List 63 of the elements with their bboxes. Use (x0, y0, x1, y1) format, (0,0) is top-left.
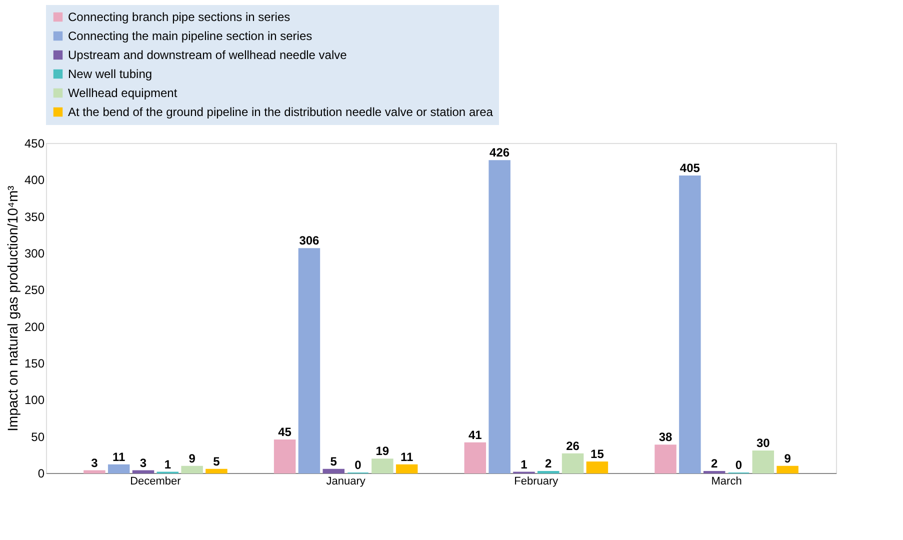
bar (396, 464, 418, 474)
data-label: 45 (278, 425, 292, 439)
data-label: 426 (490, 146, 510, 160)
x-tick-label: December (130, 476, 182, 488)
legend-label: New well tubing (68, 67, 152, 81)
y-tick-label: 200 (24, 320, 45, 334)
data-label: 9 (784, 451, 792, 466)
y-tick-label: 450 (24, 136, 45, 150)
legend-label: Wellhead equipment (68, 86, 178, 100)
bar (108, 464, 130, 474)
bar (206, 468, 228, 474)
data-label: 3 (140, 456, 147, 470)
data-label: 306 (299, 234, 320, 248)
y-axis-title: Impact on natural gas production/10⁴m³ (4, 185, 20, 432)
y-tick-label: 100 (24, 393, 45, 408)
data-label: 0 (354, 458, 362, 472)
legend-label: Upstream and downstream of wellhead needle valve (68, 48, 348, 62)
data-label: 2 (545, 456, 552, 471)
y-tick-label: 50 (31, 430, 45, 444)
bar (372, 458, 394, 474)
y-tick-label: 350 (24, 210, 45, 224)
bar (654, 444, 676, 474)
x-tick-label: March (711, 476, 742, 488)
data-label: 1 (164, 457, 172, 472)
data-label: 5 (213, 454, 220, 468)
y-tick-label: 250 (24, 283, 45, 298)
bar (132, 470, 154, 474)
bar (181, 466, 203, 474)
y-tick-label: 0 (38, 466, 45, 480)
bar (274, 440, 296, 474)
bar (752, 450, 774, 474)
legend-label: At the bend of the ground pipeline in the distribution needle valve or station area (68, 105, 494, 119)
legend-label: Connecting the main pipeline section in series (68, 29, 312, 43)
bar (562, 453, 584, 474)
data-label: 3 (91, 456, 98, 470)
data-label: 11 (112, 450, 126, 464)
data-label: 2 (710, 456, 718, 471)
y-tick-label: 400 (24, 173, 45, 188)
data-label: 26 (566, 438, 580, 453)
data-label: 1 (520, 457, 528, 472)
data-label: 11 (400, 450, 414, 464)
x-tick-label: January (326, 476, 366, 488)
x-tick-label: February (514, 476, 559, 488)
bar (84, 470, 106, 474)
bar (488, 160, 510, 474)
bar (586, 462, 608, 474)
data-label: 19 (376, 444, 390, 458)
data-label: 9 (188, 451, 196, 466)
legend-label: Connecting branch pipe sections in series (68, 10, 290, 24)
y-tick-label: 300 (24, 246, 45, 260)
bar (464, 442, 486, 474)
data-label: 30 (756, 436, 770, 450)
data-label: 41 (468, 428, 482, 442)
data-label: 405 (680, 161, 700, 175)
bar (322, 468, 344, 474)
data-label: 5 (330, 454, 338, 468)
bar (679, 176, 701, 474)
bar (298, 248, 320, 474)
data-label: 0 (735, 458, 742, 472)
data-label: 15 (590, 447, 604, 461)
y-tick-label: 150 (24, 356, 45, 370)
data-label: 38 (658, 430, 673, 444)
bar (776, 466, 798, 474)
